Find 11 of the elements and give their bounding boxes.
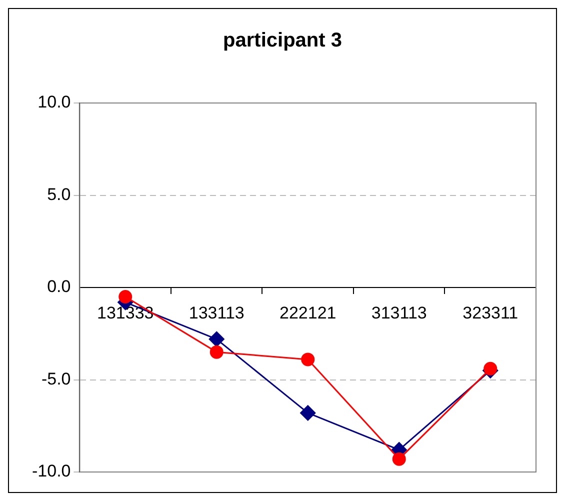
y-tick-label: -5.0 xyxy=(41,369,71,388)
chart-title: participant 3 xyxy=(223,30,342,52)
x-tick-label: 222121 xyxy=(280,303,336,322)
y-tick-label: 0.0 xyxy=(47,277,71,296)
y-tick-label: 5.0 xyxy=(47,184,71,204)
x-tick-label: 133113 xyxy=(188,303,244,322)
x-tick-label: 131333 xyxy=(97,303,154,322)
x-tick-label: 323311 xyxy=(462,303,518,322)
y-tick-label: 10.0 xyxy=(38,92,71,112)
y-tick-label: -10.0 xyxy=(32,462,71,481)
x-tick-label: 313113 xyxy=(371,303,427,322)
